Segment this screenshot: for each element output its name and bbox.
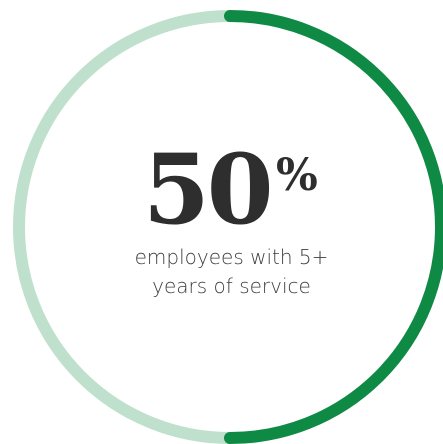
- caption-line-1: employees with 5+: [134, 245, 329, 269]
- caption-line-2: years of service: [152, 274, 311, 298]
- stat-value: 50: [143, 133, 274, 246]
- ring-segment-remainder: [13, 10, 236, 444]
- ring-segment-value: [224, 10, 443, 444]
- ring-segments: [13, 10, 443, 444]
- stat-unit: %: [276, 150, 318, 201]
